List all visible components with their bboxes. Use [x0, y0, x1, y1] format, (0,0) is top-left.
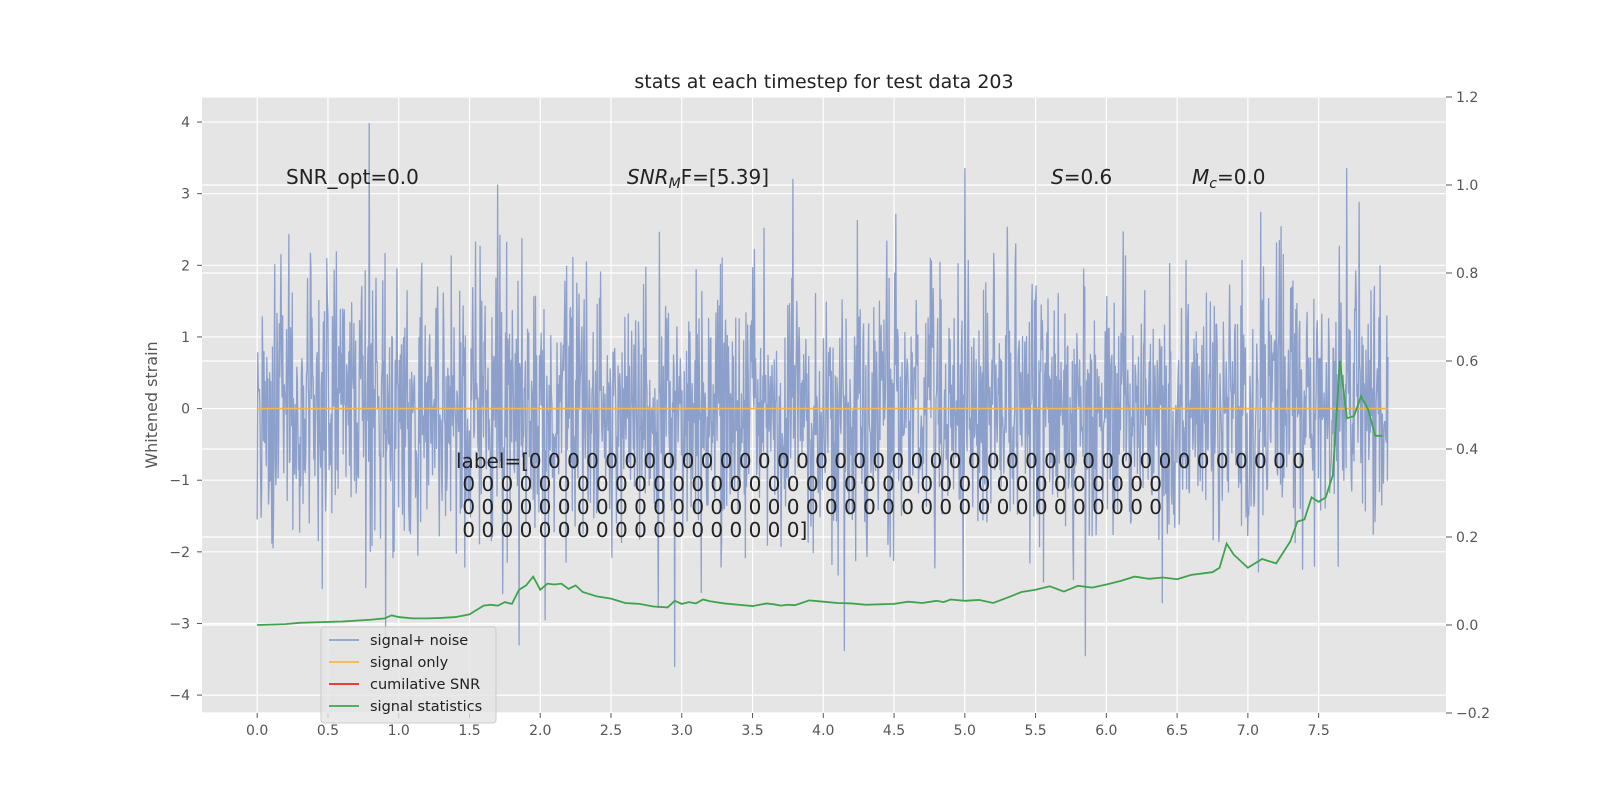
- y-tick-label: 2: [181, 258, 190, 274]
- mc-sub: c: [1209, 176, 1217, 192]
- x-tick-label: 2.5: [600, 723, 622, 739]
- mc-var: M: [1192, 165, 1209, 189]
- chart-title: stats at each timestep for test data 203: [634, 71, 1013, 93]
- x-tick-label: 7.5: [1307, 723, 1329, 739]
- y2-tick-label: 0.0: [1456, 618, 1478, 634]
- y-tick-label: −4: [169, 688, 190, 704]
- signal-noise-path: [256, 122, 1389, 668]
- annotation-snr-mf: SNRMF=[5.39]: [627, 165, 769, 192]
- label-line-2: 0 0 0 0 0 0 0 0 0 0 0 0 0 0 0 0 0 0 0 0 …: [456, 472, 1162, 496]
- legend: signal+ noise signal only cumilative SNR…: [320, 626, 497, 724]
- legend-label-cumulative-snr: cumilative SNR: [370, 677, 480, 693]
- signal-statistics-series: [257, 360, 1383, 626]
- legend-box: [320, 626, 497, 724]
- x-tick-label: 3.0: [671, 723, 693, 739]
- mc-rest: =0.0: [1217, 165, 1266, 189]
- y-axis-ticks: 4 3 2 1 0 −1 −2 −3 −4: [169, 115, 202, 704]
- y2-tick-label: 1.0: [1456, 178, 1478, 194]
- y-tick-label: 1: [181, 330, 190, 346]
- snr-mf-sub: M: [669, 176, 681, 192]
- x-tick-label: 7.0: [1237, 723, 1259, 739]
- x-tick-label: 6.0: [1095, 723, 1117, 739]
- y-tick-label: 0: [181, 402, 190, 418]
- s-var: S: [1051, 165, 1064, 189]
- y2-tick-label: 0.8: [1456, 266, 1478, 282]
- snr-mf-main: SNR: [627, 165, 669, 189]
- y-tick-label: −2: [169, 545, 190, 561]
- x-tick-label: 0.0: [246, 723, 268, 739]
- y-tick-label: 3: [181, 187, 190, 203]
- y2-tick-label: 0.4: [1456, 442, 1478, 458]
- legend-label-signal-statistics: signal statistics: [370, 699, 482, 715]
- y-tick-label: 4: [181, 115, 190, 131]
- legend-label-signal-noise: signal+ noise: [370, 633, 468, 649]
- annotation-snr-opt: SNR_opt=0.0: [286, 165, 419, 189]
- x-tick-label: 0.5: [317, 723, 339, 739]
- x-tick-label: 5.5: [1024, 723, 1046, 739]
- y2-tick-label: 1.2: [1456, 90, 1478, 106]
- x-tick-label: 1.0: [388, 723, 410, 739]
- x-axis-ticks: 0.0 0.5 1.0 1.5 2.0 2.5 3.0 3.5 4.0 4.5 5.0 5.5 6.0 6…: [246, 713, 1330, 739]
- annotation-s: S=0.6: [1051, 165, 1112, 189]
- x-tick-label: 1.5: [458, 723, 480, 739]
- x-tick-label: 4.5: [883, 723, 905, 739]
- y2-axis-ticks: 1.2 1.0 0.8 0.6 0.4 0.2 0.0 −0.2: [1446, 90, 1490, 722]
- annotation-mc: Mc=0.0: [1192, 165, 1266, 192]
- y-tick-label: −3: [169, 616, 190, 632]
- y-axis-label: Whitened strain: [142, 341, 161, 468]
- label-line-4: 0 0 0 0 0 0 0 0 0 0 0 0 0 0 0 0 0 0]: [456, 518, 807, 542]
- legend-label-signal-only: signal only: [370, 655, 449, 671]
- x-tick-label: 2.0: [529, 723, 551, 739]
- y2-tick-label: 0.2: [1456, 530, 1478, 546]
- x-tick-label: 5.0: [954, 723, 976, 739]
- x-tick-label: 4.0: [812, 723, 834, 739]
- signal-plus-noise-series: [256, 122, 1389, 668]
- snr-mf-rest: F=[5.39]: [681, 165, 769, 189]
- label-line-3: 0 0 0 0 0 0 0 0 0 0 0 0 0 0 0 0 0 0 0 0 …: [456, 495, 1162, 519]
- annotation-label-array: label=[0 0 0 0 0 0 0 0 0 0 0 0 0 0 0 0 0…: [456, 449, 1337, 542]
- x-tick-label: 3.5: [741, 723, 763, 739]
- s-rest: =0.6: [1064, 165, 1113, 189]
- x-tick-label: 6.5: [1166, 723, 1188, 739]
- y2-tick-label: 0.6: [1456, 354, 1478, 370]
- y-tick-label: −1: [169, 473, 190, 489]
- label-line-1: label=[0 0 0 0 0 0 0 0 0 0 0 0 0 0 0 0 0…: [456, 449, 1305, 473]
- y2-tick-label: −0.2: [1456, 706, 1490, 722]
